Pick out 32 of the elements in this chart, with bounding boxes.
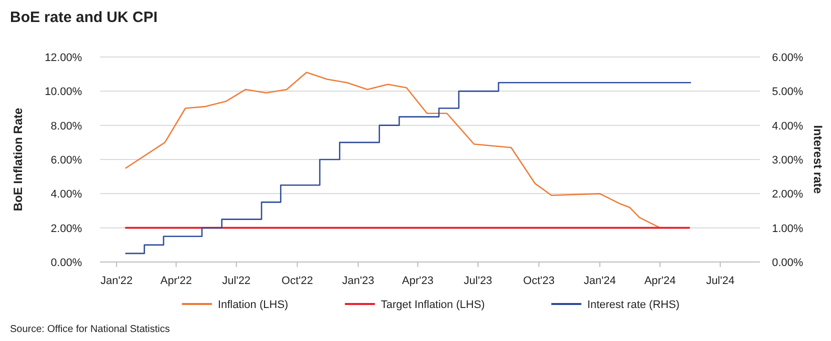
chart-title: BoE rate and UK CPI	[10, 9, 158, 26]
y-tick-label: 10.00%	[44, 86, 82, 98]
x-tick-label: Jan'24	[584, 275, 616, 287]
y-tick-label: 6.00%	[50, 154, 82, 166]
y-tick-label: 12.00%	[44, 52, 82, 64]
x-tick-label: Jul'23	[464, 275, 492, 287]
x-tick-label: Jul'22	[222, 275, 251, 287]
y2-tick-label: 3.00%	[772, 154, 804, 166]
x-tick-label: Apr'24	[644, 275, 676, 287]
y2-tick-label: 2.00%	[772, 188, 804, 201]
legend-label: Interest rate (RHS)	[587, 299, 680, 311]
legend-label: Inflation (LHS)	[218, 299, 288, 311]
x-tick-label: Jan'22	[100, 275, 133, 287]
y2-tick-label: 0.00%	[772, 257, 804, 269]
y2-tick-label: 1.00%	[772, 222, 804, 235]
y2-tick-label: 4.00%	[772, 120, 804, 132]
x-tick-label: Apr'22	[160, 275, 192, 287]
y2-tick-label: 6.00%	[772, 52, 804, 64]
x-tick-label: Jan'23	[342, 275, 374, 287]
y-tick-label: 8.00%	[50, 120, 82, 132]
legend-label: Target Inflation (LHS)	[380, 299, 485, 311]
x-tick-label: Oct'23	[523, 275, 555, 287]
x-tick-label: Apr'23	[402, 275, 434, 287]
y-tick-label: 0.00%	[50, 257, 82, 269]
y2-axis-title: Interest rate	[811, 125, 825, 194]
y-axis-title: BoE Inflation Rate	[11, 108, 25, 212]
y-tick-label: 2.00%	[50, 222, 82, 235]
x-tick-label: Oct'22	[282, 275, 313, 287]
source-note: Source: Office for National Statistics	[10, 324, 170, 335]
y-tick-label: 4.00%	[50, 188, 82, 201]
y2-tick-label: 5.00%	[772, 86, 804, 98]
x-tick-label: Jul'24	[706, 275, 734, 287]
